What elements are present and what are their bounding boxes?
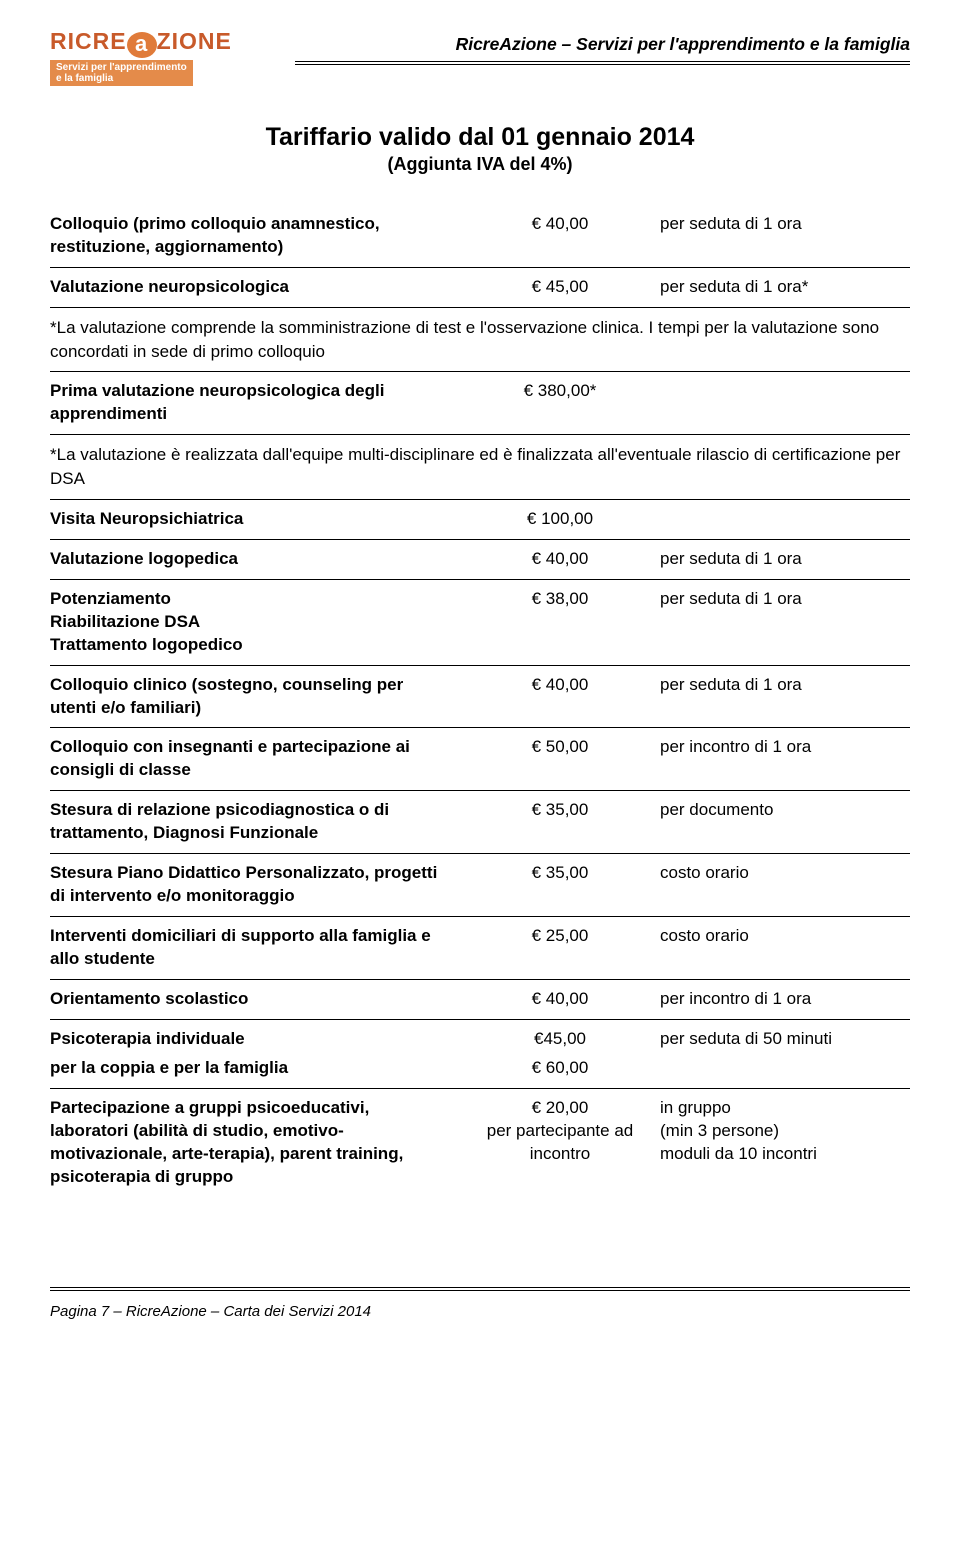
footnote: *La valutazione comprende la somministra… [50,308,910,373]
logo-a-icon: a [127,32,157,58]
table-row: Orientamento scolastico € 40,00 per inco… [50,980,910,1020]
row-desc: Orientamento scolastico [50,988,460,1011]
row-note: costo orario [660,925,910,948]
row-price: € 100,00 [460,508,660,531]
document-title: Tariffario valido dal 01 gennaio 2014 [50,123,910,152]
row-note: per seduta di 1 ora [660,674,910,697]
logo-wordmark: RICREaZIONE [50,30,275,58]
table-row: Valutazione logopedica € 40,00 per sedut… [50,540,910,580]
row-note: in gruppo (min 3 persone) moduli da 10 i… [660,1097,910,1166]
logo-tagline: Servizi per l'apprendimento e la famigli… [50,60,193,86]
row-note: per seduta di 1 ora [660,548,910,571]
table-row: Prima valutazione neuropsicologica degli… [50,372,910,435]
title-block: Tariffario valido dal 01 gennaio 2014 (A… [50,123,910,175]
row-price: € 380,00* [460,380,660,403]
row-desc: Psicoterapia individuale per la coppia e… [50,1028,460,1080]
row-price-line: €45,00 [460,1028,660,1051]
row-desc-line: Trattamento logopedico [50,634,445,657]
tariff-table: Colloquio (primo colloquio anamnestico, … [50,205,910,1197]
table-row: Potenziamento Riabilitazione DSA Trattam… [50,580,910,666]
footer: Pagina 7 – RicreAzione – Carta dei Servi… [50,1287,910,1320]
row-price: € 38,00 [460,588,660,611]
row-desc: Stesura Piano Didattico Personalizzato, … [50,862,460,908]
header-rule [295,61,910,65]
row-price: € 35,00 [460,862,660,885]
logo-tagline-2: e la famiglia [56,73,113,84]
row-note: per incontro di 1 ora [660,736,910,759]
row-desc: Colloquio clinico (sostegno, counseling … [50,674,460,720]
row-note-line: moduli da 10 incontri [660,1143,910,1166]
row-price-line: € 20,00 [460,1097,660,1120]
row-price: € 40,00 [460,674,660,697]
row-desc: Colloquio (primo colloquio anamnestico, … [50,213,460,259]
row-note: per seduta di 1 ora [660,213,910,236]
footnote-text: *La valutazione è realizzata dall'equipe… [50,445,900,488]
row-desc: Visita Neuropsichiatrica [50,508,460,531]
page: RICREaZIONE Servizi per l'apprendimento … [0,0,960,1360]
table-row: Visita Neuropsichiatrica € 100,00 [50,500,910,540]
row-note: per incontro di 1 ora [660,988,910,1011]
table-row: Partecipazione a gruppi psicoeducativi, … [50,1089,910,1197]
table-row: Psicoterapia individuale per la coppia e… [50,1020,910,1089]
row-desc: Partecipazione a gruppi psicoeducativi, … [50,1097,460,1189]
row-note: per documento [660,799,910,822]
table-row: Colloquio con insegnanti e partecipazion… [50,728,910,791]
logo-text-pre: RICRE [50,28,127,54]
footer-rule [50,1287,910,1291]
row-price: € 40,00 [460,548,660,571]
table-row: Colloquio clinico (sostegno, counseling … [50,666,910,729]
table-row: Colloquio (primo colloquio anamnestico, … [50,205,910,268]
row-price: € 40,00 [460,988,660,1011]
row-desc: Valutazione logopedica [50,548,460,571]
row-desc-line: Potenziamento [50,588,445,611]
row-note-line: in gruppo [660,1097,910,1120]
row-note-line: (min 3 persone) [660,1120,910,1143]
table-row: Stesura Piano Didattico Personalizzato, … [50,854,910,917]
row-price-line: per partecipante ad incontro [460,1120,660,1166]
row-price-line: € 60,00 [460,1057,660,1080]
row-price: € 40,00 [460,213,660,236]
row-price: €45,00 € 60,00 [460,1028,660,1080]
row-note: per seduta di 1 ora* [660,276,910,299]
footer-text: Pagina 7 – RicreAzione – Carta dei Servi… [50,1303,910,1320]
row-desc-line: per la coppia e per la famiglia [50,1057,445,1080]
row-price: € 45,00 [460,276,660,299]
header: RICREaZIONE Servizi per l'apprendimento … [50,30,910,85]
row-desc: Valutazione neuropsicologica [50,276,460,299]
table-row: Interventi domiciliari di supporto alla … [50,917,910,980]
row-desc: Colloquio con insegnanti e partecipazion… [50,736,460,782]
row-desc: Prima valutazione neuropsicologica degli… [50,380,460,426]
row-price: € 50,00 [460,736,660,759]
row-note: per seduta di 50 minuti [660,1028,910,1051]
row-desc: Potenziamento Riabilitazione DSA Trattam… [50,588,460,657]
row-note: per seduta di 1 ora [660,588,910,611]
header-right: RicreAzione – Servizi per l'apprendiment… [295,30,910,65]
row-desc: Stesura di relazione psicodiagnostica o … [50,799,460,845]
logo: RICREaZIONE Servizi per l'apprendimento … [50,30,275,85]
row-desc: Interventi domiciliari di supporto alla … [50,925,460,971]
logo-tagline-1: Servizi per l'apprendimento [56,62,187,73]
row-price: € 25,00 [460,925,660,948]
table-row: Stesura di relazione psicodiagnostica o … [50,791,910,854]
header-title: RicreAzione – Servizi per l'apprendiment… [295,34,910,55]
table-row: Valutazione neuropsicologica € 45,00 per… [50,268,910,308]
row-desc-line: Riabilitazione DSA [50,611,445,634]
document-subtitle: (Aggiunta IVA del 4%) [50,154,910,175]
row-desc-line: Psicoterapia individuale [50,1028,445,1051]
row-price: € 20,00 per partecipante ad incontro [460,1097,660,1166]
footnote-text: *La valutazione comprende la somministra… [50,318,879,361]
row-price: € 35,00 [460,799,660,822]
row-note: costo orario [660,862,910,885]
footnote: *La valutazione è realizzata dall'equipe… [50,435,910,500]
logo-text-post: ZIONE [157,28,232,54]
